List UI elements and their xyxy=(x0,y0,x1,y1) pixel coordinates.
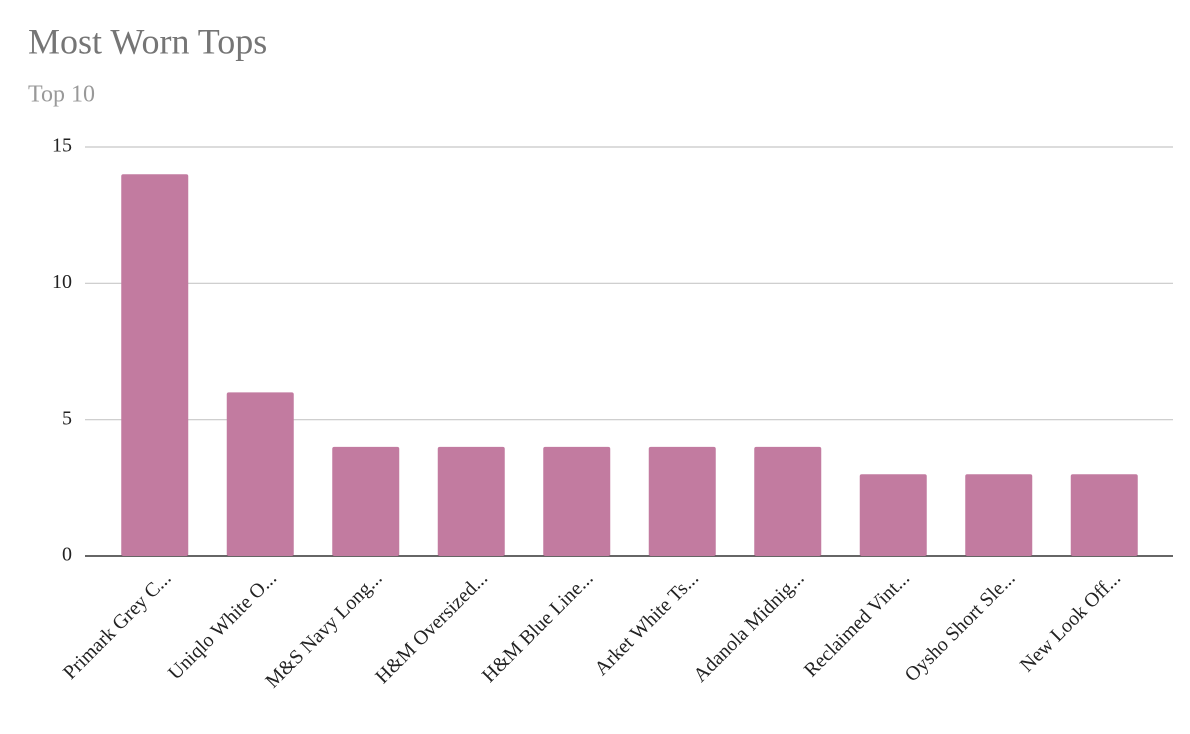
x-tick-label: Reclaimed Vint... xyxy=(800,567,914,681)
x-tick-label: New Look Off... xyxy=(1016,567,1125,676)
x-tick-label: Arket White Ts... xyxy=(590,567,703,680)
y-tick-label: 10 xyxy=(52,271,72,293)
bar xyxy=(332,446,400,556)
x-tick-label: H&M Oversized... xyxy=(371,567,492,688)
chart-title: Most Worn Tops xyxy=(28,21,267,61)
y-tick-label: 0 xyxy=(62,544,72,566)
bar xyxy=(1070,474,1138,556)
bar xyxy=(226,392,294,556)
x-tick-label: M&S Navy Long... xyxy=(261,567,386,692)
y-tick-label: 15 xyxy=(52,135,72,157)
bar xyxy=(859,474,927,556)
x-tick-label: Uniqlo White O... xyxy=(164,567,281,684)
bar xyxy=(754,446,822,556)
bar xyxy=(965,474,1033,556)
x-tick-label: Oysho Short Sle... xyxy=(901,567,1020,686)
bar xyxy=(121,174,189,556)
y-tick-label: 5 xyxy=(62,407,72,429)
x-tick-label: Adanola Midnig... xyxy=(689,567,808,686)
bar xyxy=(648,446,716,556)
bar xyxy=(437,446,505,556)
chart-subtitle: Top 10 xyxy=(28,82,95,108)
bar xyxy=(543,446,611,556)
x-tick-label: H&M Blue Line... xyxy=(478,567,598,687)
x-tick-label: Primark Grey C... xyxy=(59,567,176,684)
